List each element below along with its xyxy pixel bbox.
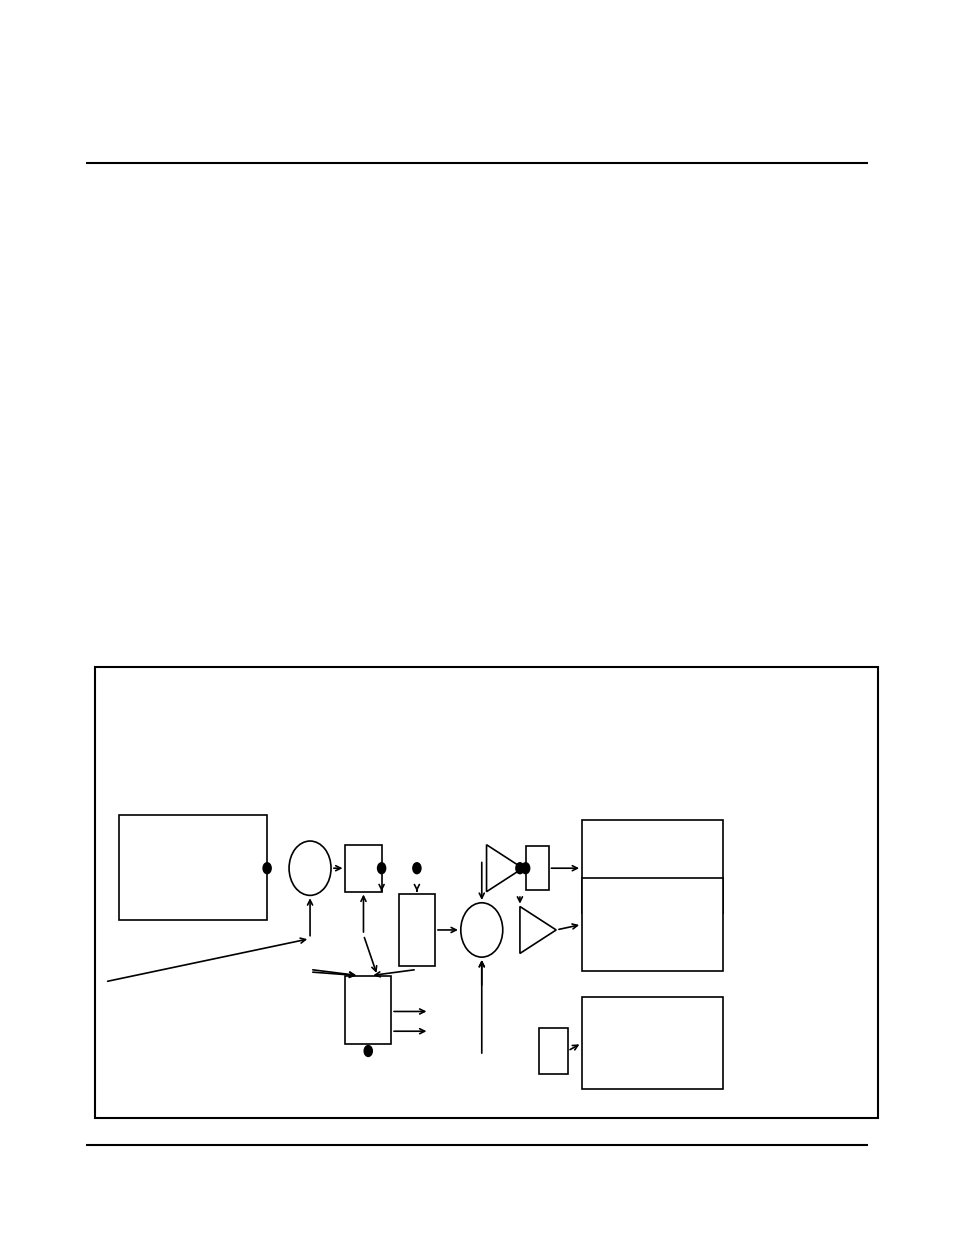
Circle shape: [520, 862, 530, 874]
Circle shape: [262, 862, 272, 874]
FancyBboxPatch shape: [345, 845, 381, 892]
Circle shape: [515, 862, 524, 874]
Polygon shape: [486, 845, 522, 892]
FancyBboxPatch shape: [581, 878, 722, 971]
Circle shape: [412, 862, 421, 874]
FancyBboxPatch shape: [398, 894, 435, 966]
Polygon shape: [519, 906, 556, 953]
Circle shape: [376, 862, 386, 874]
Circle shape: [289, 841, 331, 895]
FancyBboxPatch shape: [581, 997, 722, 1089]
FancyBboxPatch shape: [345, 976, 391, 1044]
FancyBboxPatch shape: [538, 1028, 567, 1074]
Circle shape: [363, 1045, 373, 1057]
FancyBboxPatch shape: [581, 820, 722, 913]
Circle shape: [460, 903, 502, 957]
FancyBboxPatch shape: [119, 815, 267, 920]
FancyBboxPatch shape: [95, 667, 877, 1118]
FancyBboxPatch shape: [525, 846, 548, 890]
